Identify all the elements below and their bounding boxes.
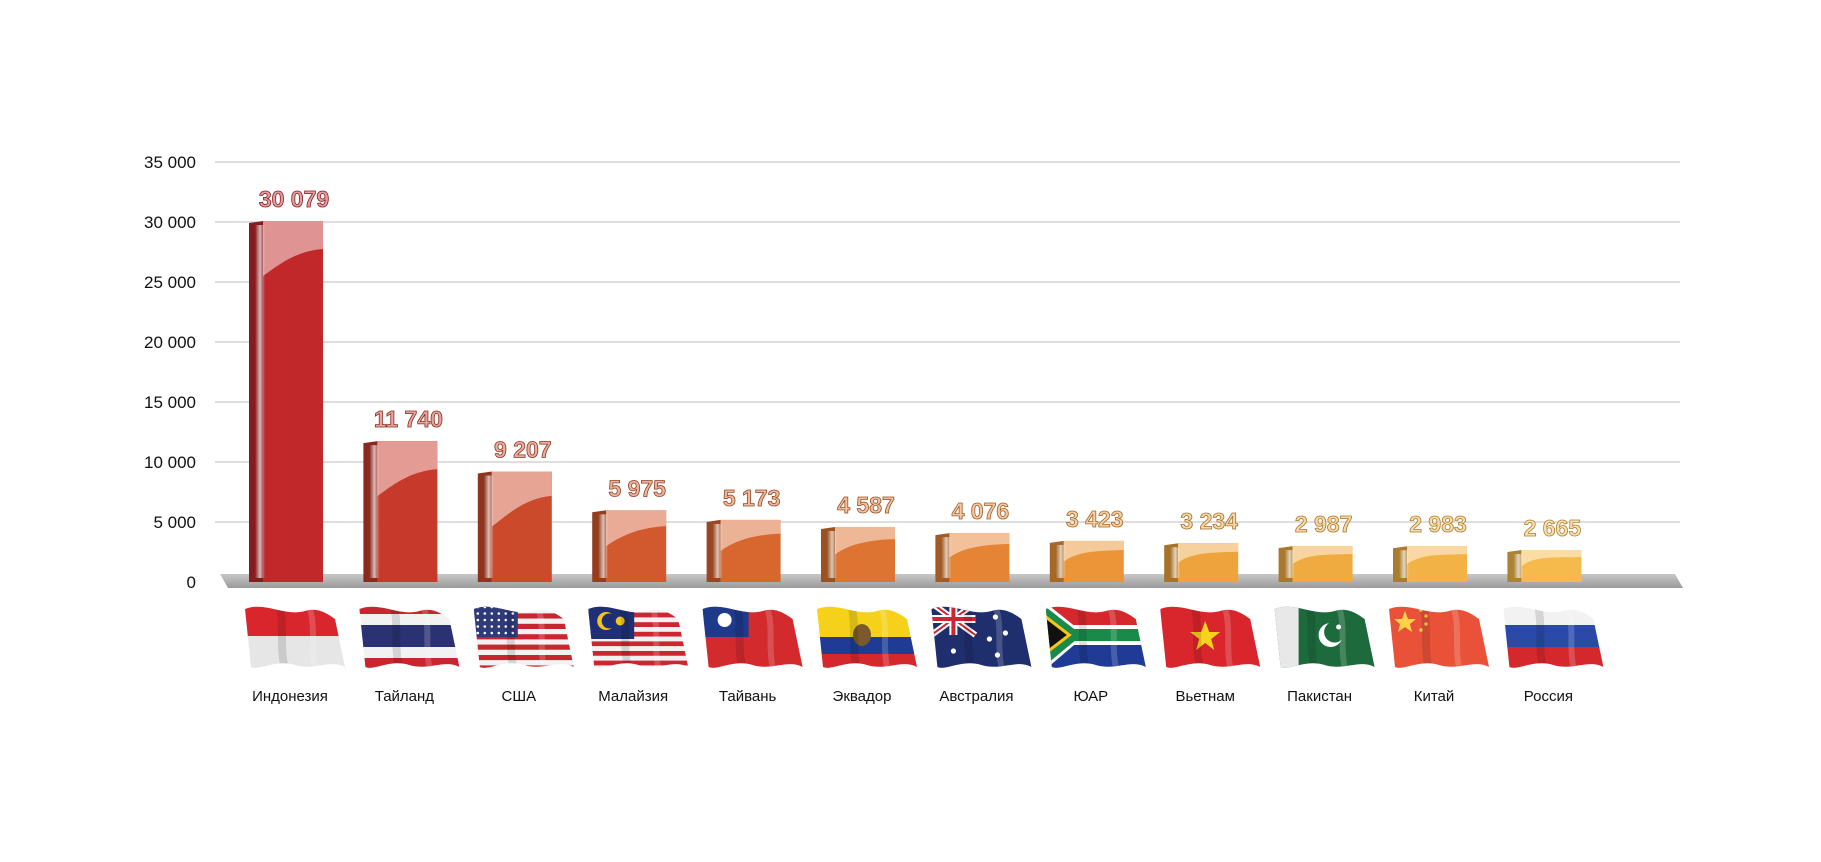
value-label: 9 207 bbox=[494, 437, 552, 463]
y-tick-label: 25 000 bbox=[144, 273, 196, 292]
category-label: Тайвань bbox=[719, 688, 777, 705]
value-label: 11 740 bbox=[374, 406, 443, 432]
category-label: Эквадор bbox=[833, 688, 892, 705]
flag-pakistan-icon bbox=[1274, 606, 1375, 668]
flag-usa-icon bbox=[473, 606, 574, 668]
category-label: Малайзия bbox=[598, 688, 668, 705]
bar bbox=[1164, 543, 1239, 582]
bar bbox=[935, 533, 1010, 582]
flag-indonesia-icon bbox=[245, 606, 345, 668]
bar bbox=[821, 526, 895, 582]
value-label: 2 665 bbox=[1524, 515, 1582, 541]
bar bbox=[1507, 550, 1582, 582]
value-label: 3 423 bbox=[1066, 506, 1124, 532]
value-label: 5 975 bbox=[608, 475, 666, 501]
y-tick-label: 20 000 bbox=[144, 333, 196, 352]
flag-vietnam-icon bbox=[1160, 606, 1261, 668]
bar bbox=[706, 519, 781, 582]
category-label: Индонезия bbox=[252, 688, 328, 705]
category-label: Тайланд bbox=[375, 688, 435, 705]
y-tick-label: 15 000 bbox=[144, 393, 196, 412]
bar bbox=[249, 221, 323, 582]
value-label: 4 076 bbox=[952, 498, 1010, 524]
flag-south-africa-icon bbox=[1045, 606, 1146, 668]
value-label: 2 987 bbox=[1295, 511, 1353, 537]
flag-malaysia-icon bbox=[588, 606, 689, 668]
category-label: Китай bbox=[1414, 688, 1455, 705]
bar bbox=[1393, 546, 1467, 582]
flag-ecuador-icon bbox=[817, 606, 917, 668]
category-label: Россия bbox=[1524, 688, 1573, 705]
y-tick-label: 10 000 bbox=[144, 453, 196, 472]
bar bbox=[477, 471, 552, 582]
category-label: Австралия bbox=[939, 688, 1013, 705]
category-label: Вьетнам bbox=[1175, 688, 1234, 705]
flag-taiwan-icon bbox=[702, 606, 803, 668]
flag-china-icon bbox=[1389, 606, 1489, 668]
y-tick-label: 30 000 bbox=[144, 213, 196, 232]
value-label: 2 983 bbox=[1409, 511, 1467, 537]
bar bbox=[363, 441, 438, 582]
y-tick-label: 35 000 bbox=[144, 153, 196, 172]
flag-australia-icon bbox=[931, 606, 1032, 668]
category-label: Пакистан bbox=[1287, 688, 1352, 705]
flag-russia-icon bbox=[1503, 606, 1604, 668]
value-label: 4 587 bbox=[837, 492, 895, 518]
bar bbox=[1049, 540, 1124, 582]
bar bbox=[1278, 546, 1353, 582]
bar bbox=[592, 510, 667, 582]
value-label: 30 079 bbox=[259, 186, 329, 212]
flag-thailand-icon bbox=[359, 606, 460, 668]
value-label: 3 234 bbox=[1180, 508, 1238, 534]
category-label: США bbox=[502, 688, 537, 705]
category-label: ЮАР bbox=[1073, 688, 1108, 705]
y-tick-label: 0 bbox=[187, 573, 196, 592]
value-label: 5 173 bbox=[723, 485, 781, 511]
y-tick-label: 5 000 bbox=[153, 513, 196, 532]
